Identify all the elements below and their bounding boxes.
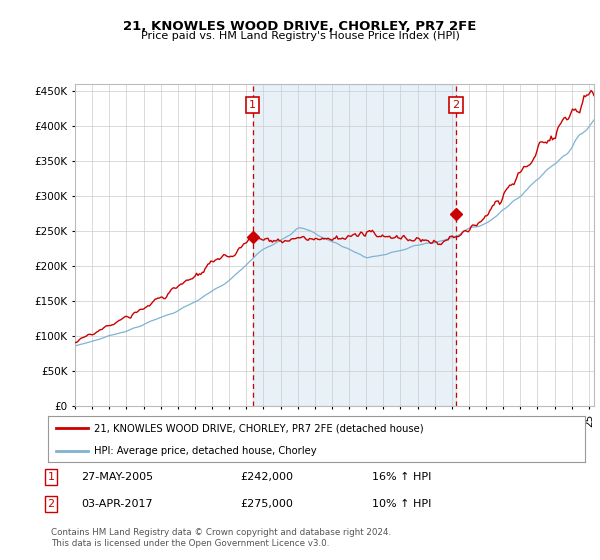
Text: 1: 1 [47,472,55,482]
Text: Price paid vs. HM Land Registry's House Price Index (HPI): Price paid vs. HM Land Registry's House … [140,31,460,41]
Text: 27-MAY-2005: 27-MAY-2005 [81,472,153,482]
Text: 10% ↑ HPI: 10% ↑ HPI [372,499,431,509]
Bar [253,84,456,406]
Text: 21, KNOWLES WOOD DRIVE, CHORLEY, PR7 2FE (detached house): 21, KNOWLES WOOD DRIVE, CHORLEY, PR7 2FE… [94,423,423,433]
Text: 03-APR-2017: 03-APR-2017 [81,499,152,509]
Text: 2: 2 [452,100,460,110]
Text: £242,000: £242,000 [240,472,293,482]
Text: Contains HM Land Registry data © Crown copyright and database right 2024.
This d: Contains HM Land Registry data © Crown c… [51,528,391,548]
Text: 2: 2 [47,499,55,509]
Text: 16% ↑ HPI: 16% ↑ HPI [372,472,431,482]
Text: £275,000: £275,000 [240,499,293,509]
Text: 1: 1 [249,100,256,110]
Text: 21, KNOWLES WOOD DRIVE, CHORLEY, PR7 2FE: 21, KNOWLES WOOD DRIVE, CHORLEY, PR7 2FE [124,20,476,32]
Text: HPI: Average price, detached house, Chorley: HPI: Average price, detached house, Chor… [94,446,316,456]
